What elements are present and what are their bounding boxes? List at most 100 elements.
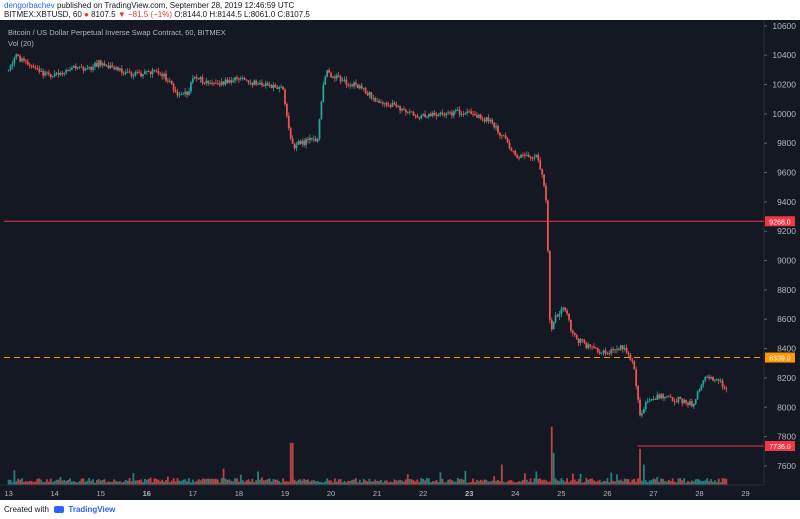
candle-body (259, 82, 261, 85)
candle-body (429, 113, 432, 116)
price-tick-label: 10000 (772, 109, 796, 119)
candle-body (203, 82, 206, 84)
candle-body (332, 76, 334, 78)
candlestick-chart[interactable]: Bitcoin / US Dollar Perpetual Inverse Sw… (0, 20, 800, 500)
candle-body (512, 151, 515, 152)
volume-bar (575, 481, 578, 485)
candle-body (395, 104, 398, 107)
candle-body (241, 77, 244, 79)
volume-bar (692, 481, 695, 485)
candle-body (468, 111, 471, 113)
candle-body (548, 250, 551, 320)
volume-bar (683, 478, 686, 485)
volume-bar (324, 481, 327, 485)
volume-bar (7, 479, 10, 485)
volume-bar (111, 481, 114, 485)
candle-body (228, 80, 231, 83)
volume-bar (583, 482, 586, 485)
volume-bar (639, 448, 641, 485)
candle-body (483, 119, 486, 122)
candle-body (401, 108, 403, 111)
candle-body (353, 82, 355, 87)
candle-body (124, 72, 127, 74)
candle-body (285, 103, 288, 116)
candle-body (397, 105, 400, 107)
price-tick-label: 8800 (777, 285, 796, 295)
candle-body (437, 114, 440, 117)
volume-bar (665, 481, 668, 485)
volume-bar (226, 479, 229, 485)
candle-body (593, 346, 595, 348)
volume-bar (276, 479, 279, 485)
candle-body (418, 117, 421, 119)
volume-bar (531, 482, 534, 485)
candle-body (646, 401, 649, 403)
candle-body (17, 54, 20, 57)
candle-body (24, 60, 27, 62)
chart-area[interactable]: Bitcoin / US Dollar Perpetual Inverse Sw… (0, 20, 800, 500)
volume-bar (662, 478, 664, 485)
candle-body (594, 347, 597, 349)
candle-body (399, 105, 402, 111)
candle-body (412, 112, 415, 116)
candle-body (49, 74, 52, 78)
candle-body (333, 76, 336, 79)
candle-body (48, 72, 50, 75)
volume-bar (439, 472, 442, 485)
candle-body (105, 65, 108, 67)
volume-bar (698, 479, 701, 485)
volume-bar (335, 481, 338, 485)
volume-bar (71, 481, 73, 485)
volume-bar (245, 480, 248, 485)
candle-body (195, 76, 198, 79)
volume-bar (495, 480, 497, 485)
candle-body (335, 75, 338, 79)
candle-body (424, 114, 426, 118)
volume-bar (391, 482, 394, 485)
volume-bar (412, 480, 415, 485)
volume-bar (481, 480, 484, 485)
candle-body (416, 115, 419, 118)
volume-bar (220, 478, 223, 485)
candle-body (502, 135, 505, 137)
volume-bar (249, 481, 252, 485)
volume-bar (176, 478, 179, 485)
volume-bar (312, 479, 315, 485)
volume-bar (222, 468, 225, 485)
candle-body (163, 73, 165, 77)
volume-bar (264, 480, 267, 485)
volume-bar (11, 482, 14, 485)
candle-body (533, 157, 536, 159)
candle-body (568, 313, 570, 320)
volume-bar (270, 481, 273, 485)
candle-body (614, 349, 616, 351)
candle-body (80, 66, 83, 68)
candle-body (470, 111, 473, 114)
candle-body (637, 386, 640, 400)
candle-body (142, 74, 144, 77)
candle-body (443, 114, 446, 116)
volume-indicator-label: Vol (20) (8, 39, 34, 48)
volume-bar (403, 481, 405, 485)
candle-body (570, 319, 572, 331)
candle-body (560, 309, 563, 314)
candle-body (136, 71, 139, 73)
candle-body (506, 138, 509, 143)
volume-bar (213, 479, 215, 485)
volume-bar (418, 482, 421, 485)
candle-body (452, 111, 455, 116)
volume-bar (512, 481, 515, 485)
candle-body (591, 346, 593, 348)
candle-body (7, 69, 10, 71)
volume-bar (623, 478, 626, 485)
author-link[interactable]: dengorbachev (4, 1, 55, 10)
candle-body (660, 394, 663, 399)
volume-bar (76, 482, 79, 485)
candle-body (168, 80, 171, 82)
volume-bar (197, 479, 200, 485)
time-tick-label: 16 (143, 489, 151, 498)
time-tick-label: 29 (741, 489, 749, 498)
created-with-text: Created with (4, 505, 49, 514)
tradingview-brand-link[interactable]: TradingView (68, 505, 116, 514)
time-tick-label: 23 (465, 489, 473, 498)
